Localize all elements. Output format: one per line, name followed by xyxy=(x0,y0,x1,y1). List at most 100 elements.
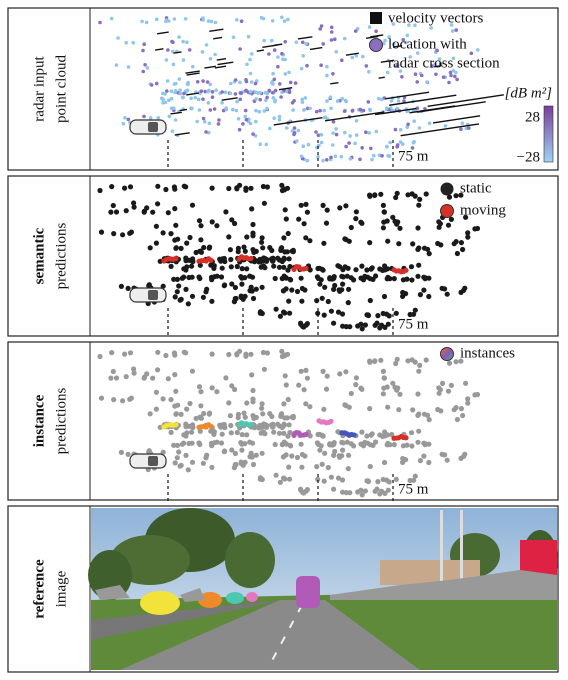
point xyxy=(276,55,280,59)
velocity-vector xyxy=(297,36,313,40)
point xyxy=(444,291,450,297)
point xyxy=(438,408,444,414)
point xyxy=(295,139,299,143)
point xyxy=(368,266,374,272)
point xyxy=(286,422,292,428)
velocity-vector xyxy=(170,111,182,115)
point xyxy=(257,476,263,482)
point xyxy=(217,256,223,262)
point xyxy=(163,352,169,359)
point xyxy=(369,146,373,151)
point xyxy=(405,358,411,364)
point xyxy=(183,286,189,292)
point xyxy=(160,396,166,402)
point xyxy=(328,308,334,314)
point xyxy=(375,479,381,485)
point xyxy=(292,131,297,135)
point xyxy=(394,221,400,227)
legend-label: velocity vectors xyxy=(388,10,484,26)
point xyxy=(228,430,234,436)
point xyxy=(380,310,386,317)
velocity-vector xyxy=(365,35,379,39)
point xyxy=(171,40,175,44)
point xyxy=(415,439,421,445)
point xyxy=(204,130,208,134)
point xyxy=(408,264,415,270)
point xyxy=(220,90,224,94)
point xyxy=(279,182,285,188)
point xyxy=(396,241,402,247)
point xyxy=(144,205,150,211)
point xyxy=(234,429,240,436)
point xyxy=(294,454,301,461)
point xyxy=(142,42,146,46)
point xyxy=(122,185,128,191)
point xyxy=(210,90,215,94)
point xyxy=(242,414,248,420)
point xyxy=(206,19,211,23)
point xyxy=(374,129,379,134)
point xyxy=(354,53,359,58)
point xyxy=(374,29,378,33)
point xyxy=(403,457,409,463)
point xyxy=(183,17,188,21)
point xyxy=(354,133,359,137)
point xyxy=(277,117,282,122)
point xyxy=(375,313,381,319)
point xyxy=(150,209,156,215)
point xyxy=(328,95,333,99)
colorbar xyxy=(543,105,554,163)
point xyxy=(355,26,360,31)
point xyxy=(284,185,291,191)
point xyxy=(396,407,402,413)
point xyxy=(408,430,415,436)
point xyxy=(299,66,304,71)
point xyxy=(154,81,159,86)
point xyxy=(248,454,255,460)
point xyxy=(398,128,403,132)
point xyxy=(405,33,410,38)
point xyxy=(177,463,183,469)
point xyxy=(425,412,431,418)
point xyxy=(271,429,277,435)
point xyxy=(301,54,306,58)
point xyxy=(269,413,275,420)
point xyxy=(147,411,153,417)
point xyxy=(467,126,471,130)
point xyxy=(181,274,187,280)
point xyxy=(125,285,131,291)
point xyxy=(343,203,349,209)
point xyxy=(198,403,204,409)
point xyxy=(276,64,280,69)
point xyxy=(396,99,401,103)
point xyxy=(189,459,196,465)
point xyxy=(318,108,322,113)
point xyxy=(228,91,233,96)
point xyxy=(270,90,275,95)
point xyxy=(201,97,205,101)
point xyxy=(404,442,410,448)
point xyxy=(345,265,351,271)
point xyxy=(296,382,302,388)
point xyxy=(339,273,345,279)
point xyxy=(273,98,278,103)
point xyxy=(189,429,195,435)
colorbar-label: 28 xyxy=(525,109,540,125)
point xyxy=(175,402,181,408)
point xyxy=(237,127,242,132)
point xyxy=(458,358,464,364)
point xyxy=(329,30,334,34)
point xyxy=(346,286,352,292)
point xyxy=(207,410,213,416)
point xyxy=(416,262,422,268)
point xyxy=(198,237,204,243)
point xyxy=(305,63,309,68)
point xyxy=(415,51,420,55)
point xyxy=(426,441,432,447)
point xyxy=(232,450,238,457)
point xyxy=(193,95,197,100)
point xyxy=(217,118,221,122)
point xyxy=(438,62,443,66)
point xyxy=(234,108,239,113)
point xyxy=(343,490,349,496)
